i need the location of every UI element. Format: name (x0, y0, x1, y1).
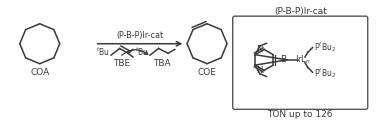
Text: P$^t$Bu$_2$: P$^t$Bu$_2$ (313, 40, 336, 54)
Text: TBE: TBE (113, 59, 130, 68)
Text: $^t$Bu: $^t$Bu (96, 46, 110, 58)
Text: COA: COA (30, 68, 50, 77)
Text: TON up to 126: TON up to 126 (268, 110, 333, 119)
Text: (P-B-P)Ir-cat: (P-B-P)Ir-cat (116, 31, 164, 40)
Text: TBA: TBA (153, 59, 170, 68)
Text: IrL$_n$: IrL$_n$ (295, 54, 311, 66)
Text: (P-B-P)Ir-cat: (P-B-P)Ir-cat (274, 7, 327, 16)
Text: COE: COE (198, 68, 217, 77)
Text: B: B (280, 55, 287, 64)
FancyArrowPatch shape (122, 50, 148, 55)
Text: P$^t$Bu$_2$: P$^t$Bu$_2$ (313, 66, 336, 80)
Text: N: N (256, 66, 263, 75)
Text: $^t$Bu: $^t$Bu (135, 46, 149, 58)
Text: N: N (256, 45, 263, 54)
